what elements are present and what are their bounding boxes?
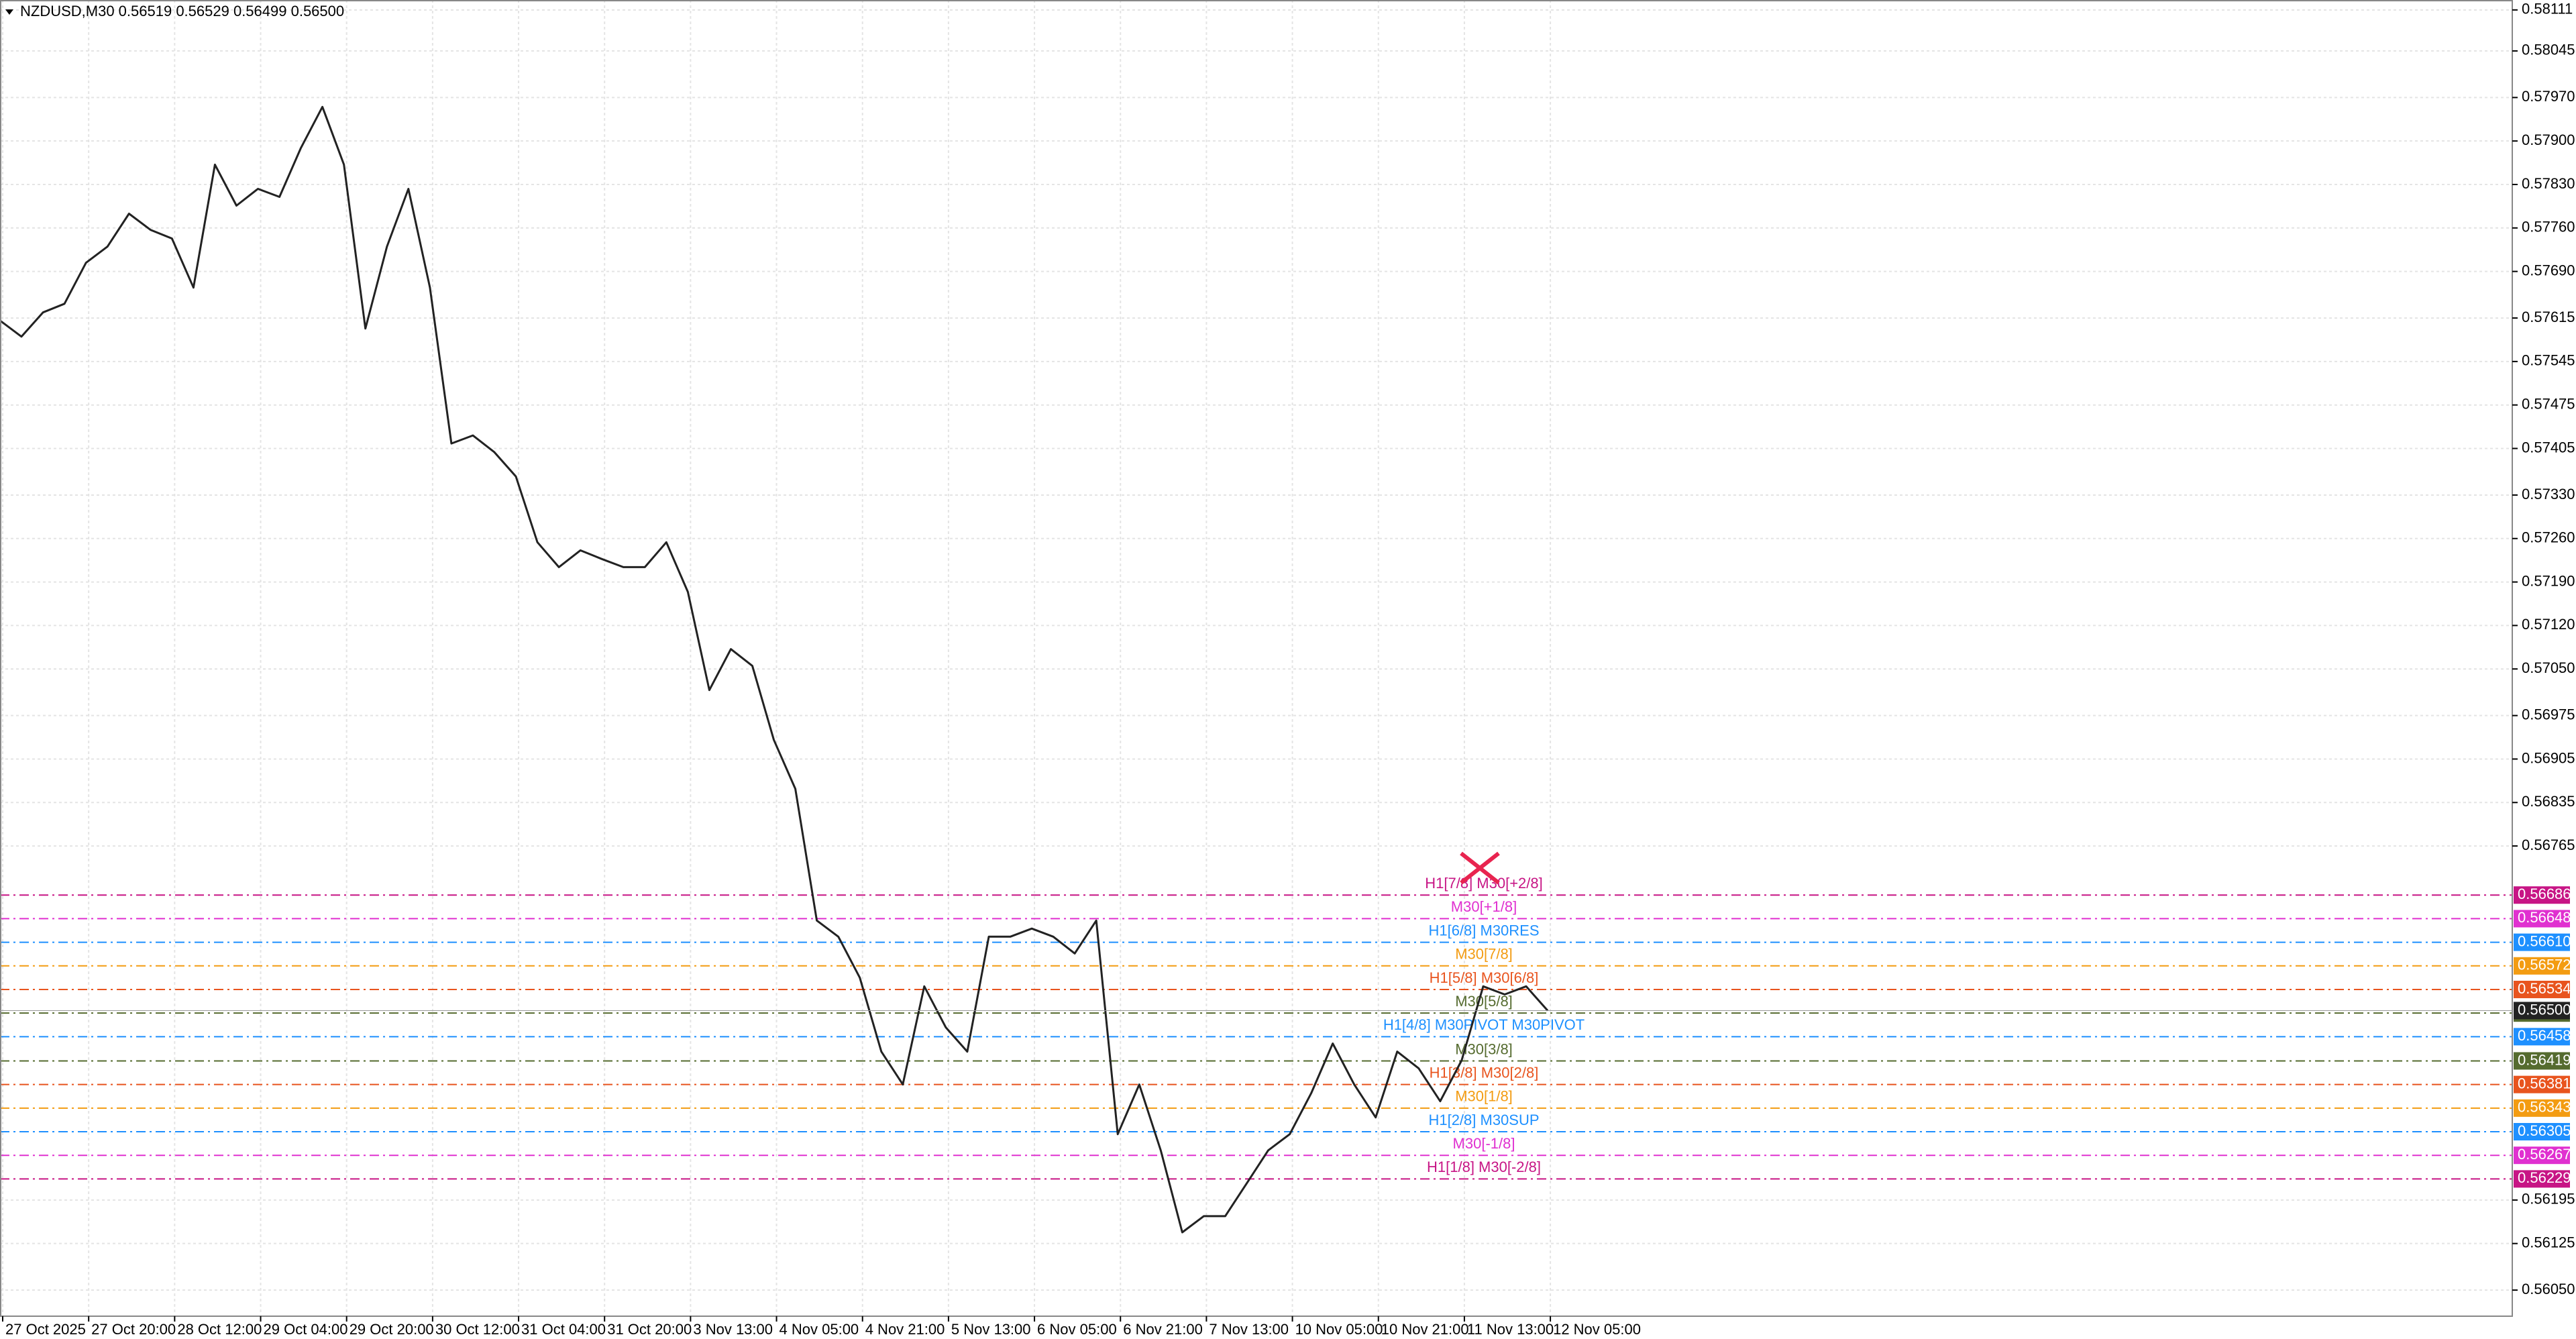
level-price-box [2514,957,2570,975]
x-tick-label: 4 Nov 21:00 [865,1321,945,1338]
plot [0,105,1549,1234]
y-tick-label: 0.56975 [2522,706,2575,722]
x-tick-label: 28 Oct 12:00 [177,1321,262,1338]
x-tick-label: 31 Oct 20:00 [607,1321,692,1338]
last-price-label: 0.56500 [2518,1001,2571,1018]
level-price-box [2514,1075,2570,1093]
y-tick-label: 0.57690 [2522,262,2575,278]
y-tick-label: 0.57760 [2522,219,2575,235]
x-tick-label: 5 Nov 13:00 [951,1321,1031,1338]
x-tick-label: 7 Nov 13:00 [1209,1321,1289,1338]
y-tick-label: 0.56765 [2522,837,2575,853]
level-label: H1[7/8] M30[+2/8] [1425,875,1543,892]
level-price-box [2514,933,2570,951]
level-price-label: 0.56648 [2518,909,2571,926]
level-label: H1[1/8] M30[-2/8] [1427,1159,1541,1175]
x-tick-label: 27 Oct 2025 [5,1321,86,1338]
x-tick-label: 10 Nov 05:00 [1295,1321,1383,1338]
level-price-label: 0.56267 [2518,1146,2571,1163]
y-tick-label: 0.57050 [2522,659,2575,676]
level-price-box [2514,1099,2570,1117]
level-label: H1[2/8] M30SUP [1428,1112,1539,1128]
level-price-label: 0.56343 [2518,1099,2571,1116]
x-tick-label: 29 Oct 04:00 [264,1321,348,1338]
x-tick-label: 6 Nov 05:00 [1037,1321,1117,1338]
y-tick-label: 0.56905 [2522,749,2575,766]
plot-frame [0,0,2513,1317]
x-tick-label: 27 Oct 20:00 [91,1321,176,1338]
price-line [0,105,1549,1234]
x-tick-label: 10 Nov 21:00 [1381,1321,1469,1338]
y-tick-label: 0.57190 [2522,572,2575,589]
grid [0,0,2512,1316]
last-price-box [2514,1002,2570,1020]
y-tick-label: 0.57405 [2522,439,2575,456]
menu-arrow [5,9,13,15]
level-label: M30[-1/8] [1453,1135,1515,1152]
x-tick-label: 11 Nov 13:00 [1467,1321,1554,1338]
levels: H1[7/8] M30[+2/8] M30[+1/8] H1[6/8] M30RES… [0,875,2512,1180]
y-tick-label: 0.57900 [2522,131,2575,148]
level-price-label: 0.56686 [2518,886,2571,902]
close-marker [1460,851,1500,885]
x-tick-label: 4 Nov 05:00 [780,1321,859,1338]
y-tick-label: 0.56195 [2522,1191,2575,1208]
y-tick-label: 0.57545 [2522,352,2575,369]
level-price-box [2514,1146,2570,1165]
level-label: H1[3/8] M30[2/8] [1430,1064,1539,1081]
level-price-box [2514,1170,2570,1188]
y-tick-label: 0.58111 [2522,1,2573,17]
level-label: M30[5/8] [1455,993,1513,1010]
level-price-label: 0.56534 [2518,980,2571,997]
level-price-box [2514,886,2570,904]
x-tick-label: 6 Nov 21:00 [1123,1321,1203,1338]
level-label: H1[6/8] M30RES [1428,922,1539,939]
y-tick-label: 0.57330 [2522,486,2575,502]
y-tick-label: 0.57970 [2522,88,2575,105]
level-price-label: 0.56419 [2518,1051,2571,1068]
level-price-box [2514,910,2570,928]
x-tick-label: 3 Nov 13:00 [693,1321,773,1338]
x-tick-label: 12 Nov 05:00 [1553,1321,1641,1338]
y-tick-label: 0.56050 [2522,1281,2575,1297]
level-price-box [2514,1123,2570,1141]
level-label: M30[7/8] [1455,946,1513,963]
level-price-label: 0.56458 [2518,1027,2571,1044]
level-price-box [2514,1052,2570,1070]
level-price-box [2514,980,2570,998]
x-tick-label: 30 Oct 12:00 [435,1321,520,1338]
level-price-label: 0.56229 [2518,1169,2571,1186]
level-label: H1[5/8] M30[6/8] [1430,969,1539,986]
level-price-label: 0.56381 [2518,1075,2571,1091]
chart-title: NZDUSD,M30 0.56519 0.56529 0.56499 0.565… [20,3,344,19]
y-tick-label: 0.57260 [2522,529,2575,546]
y-tick-label: 0.57615 [2522,309,2575,325]
level-label: M30[+1/8] [1451,898,1517,915]
y-tick-label: 0.56125 [2522,1234,2575,1250]
y-tick-label: 0.57120 [2522,616,2575,633]
level-label: H1[4/8] M30PIVOT M30PIVOT [1383,1016,1585,1033]
y-tick-label: 0.58045 [2522,42,2575,58]
y-tick-label: 0.56835 [2522,793,2575,810]
y-tick-label: 0.57475 [2522,396,2575,413]
y-tick-label: 0.57830 [2522,175,2575,192]
level-price-box [2514,1028,2570,1046]
x-tick-label: 31 Oct 04:00 [521,1321,606,1338]
level-price-label: 0.56572 [2518,957,2571,973]
level-label: M30[1/8] [1455,1088,1513,1105]
level-price-label: 0.56610 [2518,932,2571,949]
x-tick-label: 29 Oct 20:00 [350,1321,434,1338]
level-price-label: 0.56305 [2518,1122,2571,1139]
